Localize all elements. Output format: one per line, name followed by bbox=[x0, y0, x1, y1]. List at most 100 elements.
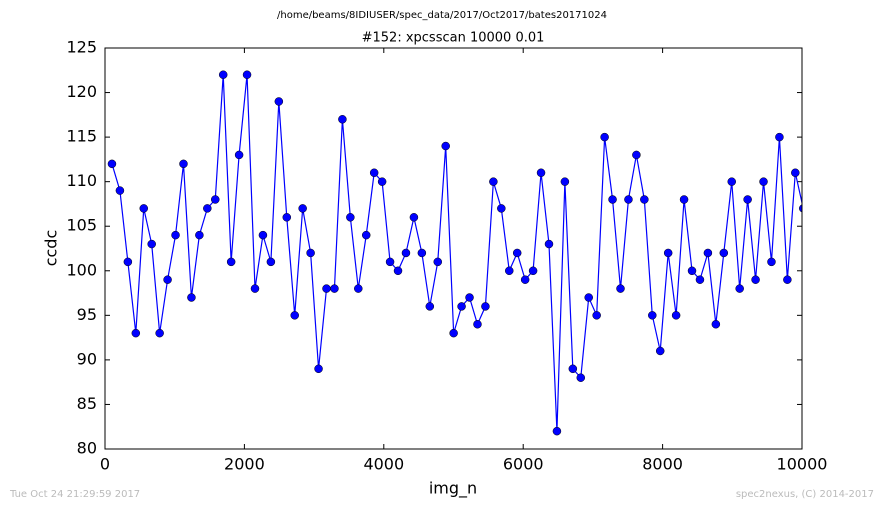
data-point bbox=[258, 230, 268, 240]
data-point bbox=[576, 373, 586, 382]
data-point bbox=[457, 302, 466, 311]
data-point bbox=[322, 284, 331, 293]
data-point bbox=[616, 284, 625, 293]
data-point bbox=[767, 257, 776, 267]
footer-left: Tue Oct 24 21:29:59 2017 bbox=[9, 489, 140, 500]
data-point bbox=[655, 346, 665, 356]
data-point bbox=[115, 186, 125, 195]
data-point bbox=[179, 159, 188, 169]
data-point bbox=[354, 284, 363, 293]
data-point bbox=[433, 257, 442, 267]
data-point bbox=[417, 248, 427, 258]
data-point bbox=[369, 168, 379, 178]
data-point bbox=[338, 115, 347, 124]
x-tick-label: 0 bbox=[100, 455, 110, 474]
data-point bbox=[497, 204, 506, 213]
y-tick-label: 90 bbox=[77, 349, 97, 368]
data-point bbox=[687, 266, 697, 276]
data-point bbox=[807, 294, 815, 302]
data-point bbox=[226, 257, 236, 267]
data-point bbox=[346, 213, 355, 222]
data-point bbox=[584, 293, 593, 302]
plot-area bbox=[107, 70, 815, 436]
data-point bbox=[155, 328, 164, 338]
data-point bbox=[751, 275, 760, 284]
data-point bbox=[409, 213, 419, 222]
data-point bbox=[361, 230, 371, 240]
data-point bbox=[568, 364, 578, 374]
data-point bbox=[671, 311, 681, 320]
data-point bbox=[449, 328, 458, 338]
data-point bbox=[282, 213, 292, 222]
data-point bbox=[512, 248, 522, 258]
data-point bbox=[218, 70, 228, 79]
data-point bbox=[195, 230, 204, 240]
y-tick-label: 125 bbox=[66, 38, 97, 57]
y-axis-label: ccdc bbox=[42, 230, 61, 267]
x-tick-label: 6000 bbox=[503, 455, 544, 474]
data-point bbox=[528, 266, 538, 276]
suptitle: /home/beams/8IDIUSER/spec_data/2017/Oct2… bbox=[277, 10, 607, 21]
x-axis-label: img_n bbox=[429, 479, 477, 499]
data-point bbox=[234, 150, 244, 160]
data-point bbox=[719, 248, 729, 258]
data-point bbox=[401, 248, 411, 258]
data-point bbox=[441, 141, 450, 151]
data-point bbox=[791, 168, 800, 178]
data-point bbox=[560, 177, 570, 186]
data-point bbox=[123, 257, 133, 267]
data-point bbox=[298, 204, 307, 213]
data-point bbox=[552, 426, 562, 436]
data-point bbox=[139, 204, 149, 213]
data-point bbox=[203, 204, 212, 213]
data-point bbox=[663, 248, 673, 258]
data-point bbox=[775, 132, 784, 142]
data-point bbox=[385, 257, 395, 267]
data-point bbox=[632, 150, 641, 160]
x-tick-label: 8000 bbox=[642, 455, 683, 474]
data-point bbox=[266, 257, 276, 267]
x-tick-label: 4000 bbox=[363, 455, 404, 474]
data-point bbox=[727, 177, 736, 186]
data-point bbox=[679, 195, 689, 204]
y-tick-label: 120 bbox=[66, 82, 97, 101]
y-tick-label: 85 bbox=[77, 394, 97, 413]
plot-frame bbox=[104, 47, 803, 450]
data-point bbox=[330, 284, 339, 293]
data-point bbox=[242, 70, 252, 79]
data-point bbox=[171, 230, 180, 240]
data-point bbox=[783, 275, 792, 284]
data-point bbox=[425, 302, 435, 311]
data-point bbox=[711, 319, 721, 329]
x-tick-label: 10000 bbox=[777, 455, 828, 474]
data-point bbox=[520, 275, 530, 284]
data-point bbox=[489, 177, 498, 186]
y-tick-label: 105 bbox=[66, 216, 97, 235]
data-point bbox=[600, 132, 609, 142]
data-point bbox=[290, 311, 299, 320]
y-tick-label: 80 bbox=[77, 439, 97, 458]
y-tick-label: 100 bbox=[66, 260, 97, 279]
data-point bbox=[481, 302, 490, 311]
data-point bbox=[743, 195, 752, 204]
y-tick-label: 115 bbox=[66, 127, 97, 146]
y-tick-label: 110 bbox=[66, 171, 97, 190]
data-point bbox=[648, 311, 657, 320]
data-point bbox=[473, 319, 482, 329]
chart-title: #152: xpcsscan 10000 0.01 bbox=[362, 31, 545, 46]
data-point bbox=[211, 195, 220, 204]
data-point bbox=[759, 177, 768, 186]
data-point bbox=[187, 293, 196, 302]
data-point bbox=[107, 159, 117, 169]
data-point bbox=[536, 168, 546, 178]
data-point bbox=[393, 266, 403, 276]
data-point bbox=[703, 248, 713, 258]
data-point bbox=[377, 177, 387, 186]
data-point bbox=[608, 195, 617, 204]
data-point bbox=[544, 239, 554, 249]
data-point bbox=[306, 248, 315, 258]
data-point bbox=[592, 311, 601, 320]
data-point bbox=[735, 284, 744, 293]
